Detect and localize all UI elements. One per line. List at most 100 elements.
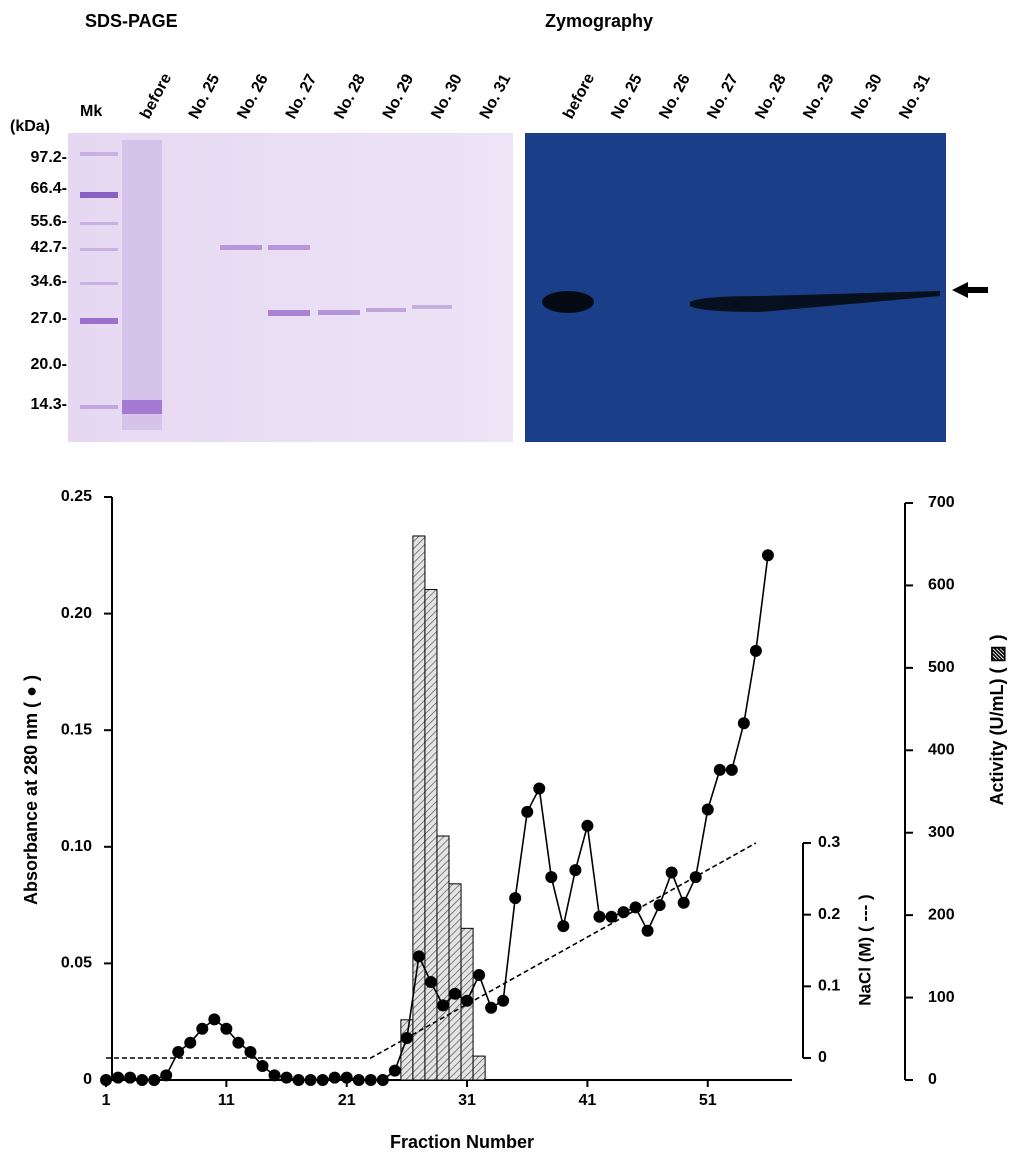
absorbance-point [376,1074,389,1086]
absorbance-point [677,896,690,909]
x-tick-label: 11 [218,1092,235,1109]
lane-label: No. 29 [380,71,418,121]
x-tick-label: 41 [579,1092,597,1109]
sds-bands [80,140,452,430]
zymo-title: Zymography [545,11,653,31]
lane-label: No. 27 [283,71,321,121]
absorbance-point [136,1074,149,1086]
absorbance-point [701,803,714,816]
lane-label: No. 27 [704,71,742,121]
x-tick-label: 21 [338,1092,356,1109]
activity-bar [448,883,462,1081]
lane-label: before [560,71,598,122]
y2-tick-label: 700 [928,494,955,511]
marker-label: 20.0- [31,356,67,373]
absorbance-point [569,864,582,877]
absorbance-point [665,866,678,879]
absorbance-point [280,1071,293,1084]
y3-tick-label: 0 [818,1049,827,1066]
absorbance-point [545,871,558,884]
y-tick-label: 0.10 [61,838,92,855]
absorbance-point [473,969,486,982]
absorbance-point [232,1036,245,1049]
y-tick-label: 0.20 [61,605,92,622]
lane-label: No. 25 [186,71,224,121]
y2-axis-title: Activity (U/mL) ( ▨ ) [987,634,1007,805]
y2-tick-label: 300 [928,824,955,841]
absorbance-point [689,871,702,884]
y2-tick-label: 0 [928,1071,937,1088]
x-tick-label: 1 [102,1092,111,1109]
lane-label: No. 31 [477,71,515,121]
absorbance-point [160,1069,173,1082]
absorbance-point [196,1022,209,1035]
y3-axis-title: NaCl (M) ( --- ) [855,894,874,1005]
absorbance-point [364,1074,377,1086]
absorbance-point [256,1060,269,1073]
absorbance-point [713,763,726,776]
lane-label: No. 26 [656,71,694,121]
marker-label: 27.0- [31,310,67,327]
absorbance-point [208,1013,221,1026]
marker-label: 34.6- [31,273,67,290]
absorbance-point [485,1001,498,1014]
lane-label: No. 28 [752,71,790,121]
y-tick-label: 0 [83,1071,92,1088]
y-axis-title: Absorbance at 280 nm ( ● ) [21,675,41,905]
absorbance-point [509,892,522,905]
y-tick-label: 0.05 [61,955,92,972]
absorbance-point [244,1046,257,1059]
absorbance-point [521,805,534,818]
y3-tick-label: 0.3 [818,834,840,851]
y2-tick-label: 500 [928,659,955,676]
y2-tick-label: 200 [928,906,955,923]
y-tick-label: 0.25 [61,488,92,505]
zymo-gel [525,133,946,442]
lane-label: No. 28 [331,71,369,121]
lane-label: No. 29 [800,71,838,121]
absorbance-point [581,819,594,832]
x-axis-title: Fraction Number [390,1132,534,1152]
lane-label: No. 30 [848,71,886,121]
arrow [952,282,988,298]
absorbance-point [412,950,425,963]
lane-label: No. 31 [896,71,934,121]
lane-label: No. 25 [608,71,646,121]
absorbance-point [737,717,750,730]
y2-tick-label: 100 [928,989,955,1006]
lane-label: No. 26 [234,71,272,121]
absorbance-point [761,549,774,562]
absorbance-point [449,987,462,1000]
absorbance-point [436,999,449,1012]
absorbance-point [593,910,606,923]
absorbance-point [653,899,666,912]
activity-bar [424,589,438,1081]
absorbance-point [497,994,510,1007]
absorbance-point [268,1069,281,1082]
absorbance-point [316,1074,329,1086]
absorbance-point [124,1071,137,1084]
absorbance-point [100,1074,113,1086]
marker-lane-label: Mk [80,103,102,120]
absorbance-point [461,994,474,1007]
activity-bar [412,535,426,1081]
absorbance-point [172,1046,185,1059]
sds-title: SDS-PAGE [85,11,178,31]
y2-tick-label: 600 [928,577,955,594]
marker-label: 66.4- [31,180,67,197]
absorbance-point [148,1074,161,1086]
absorbance-point [328,1071,341,1084]
marker-label: 42.7- [31,239,67,256]
absorbance-point [749,644,762,657]
x-tick-label: 31 [458,1092,476,1109]
absorbance-point [629,901,642,914]
absorbance-point [725,763,738,776]
activity-bar [436,835,450,1081]
absorbance-point [400,1032,413,1045]
absorbance-point [220,1022,233,1035]
absorbance-point [557,920,570,933]
unit-label: (kDa) [10,118,50,135]
y-tick-label: 0.15 [61,721,92,738]
y3-tick-label: 0.1 [818,978,840,995]
